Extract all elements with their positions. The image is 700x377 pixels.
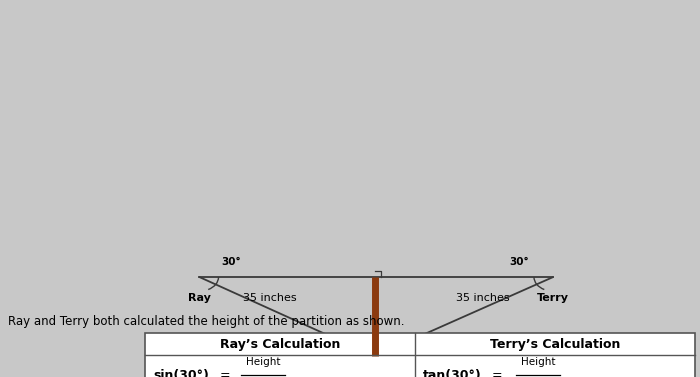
Text: Ray: Ray <box>188 293 211 303</box>
Text: sin(30°): sin(30°) <box>153 369 209 377</box>
Text: Height: Height <box>521 357 555 367</box>
Text: Ray and Terry both calculated the height of the partition as shown.: Ray and Terry both calculated the height… <box>8 315 405 328</box>
Bar <box>145 333 695 377</box>
Text: tan(30°): tan(30°) <box>423 369 482 377</box>
Text: 30°: 30° <box>221 257 241 267</box>
Text: Height: Height <box>246 357 280 367</box>
Text: 30°: 30° <box>509 257 528 267</box>
Text: =: = <box>491 369 503 377</box>
Text: =: = <box>220 369 230 377</box>
Text: Terry: Terry <box>537 293 569 303</box>
Text: Terry’s Calculation: Terry’s Calculation <box>490 337 620 351</box>
Text: Ray’s Calculation: Ray’s Calculation <box>220 337 340 351</box>
Text: 35 inches: 35 inches <box>456 293 510 303</box>
Text: 35 inches: 35 inches <box>243 293 296 303</box>
